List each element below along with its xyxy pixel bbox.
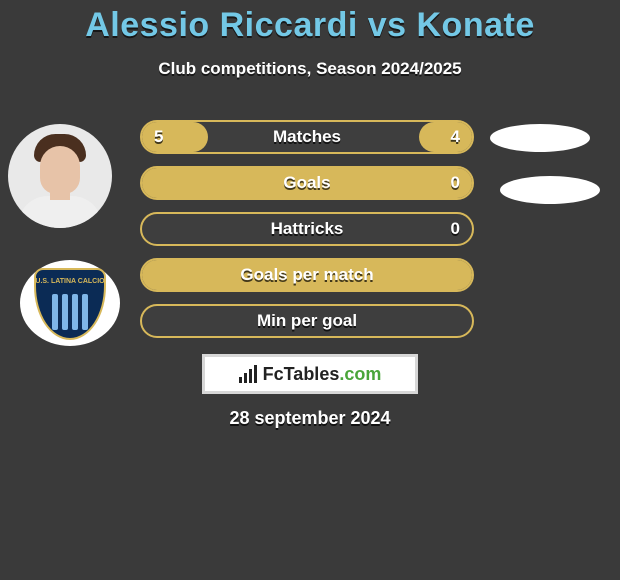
fctables-logo: FcTables.com [202, 354, 418, 394]
stats-rows: 5 Matches 4 Goals 0 Hattricks 0 Goals pe… [140, 120, 474, 350]
page-subtitle: Club competitions, Season 2024/2025 [0, 59, 620, 79]
logo-text-plain: FcTables [263, 364, 340, 384]
stat-label: Goals [283, 173, 330, 193]
stat-row-matches: 5 Matches 4 [140, 120, 474, 154]
stat-label: Goals per match [240, 265, 373, 285]
stat-fill-left [142, 122, 208, 152]
datestamp: 28 september 2024 [0, 408, 620, 429]
stat-right-value: 4 [451, 122, 460, 152]
player1-avatar [8, 124, 112, 228]
stat-right-value: 0 [451, 168, 460, 198]
player2-avatar [490, 124, 590, 152]
stat-left-value: 5 [154, 122, 163, 152]
stat-row-min-per-goal: Min per goal [140, 304, 474, 338]
player2-club-badge [500, 176, 600, 204]
bars-icon [239, 365, 257, 383]
stat-row-goals: Goals 0 [140, 166, 474, 200]
stat-right-value: 0 [451, 214, 460, 244]
stat-label: Min per goal [257, 311, 357, 331]
stat-label: Matches [273, 127, 341, 147]
player1-club-badge: U.S. LATINA CALCIO [20, 260, 120, 346]
club-badge-label: U.S. LATINA CALCIO [20, 278, 120, 285]
page-title: Alessio Riccardi vs Konate [0, 0, 620, 45]
stat-row-goals-per-match: Goals per match [140, 258, 474, 292]
stat-row-hattricks: Hattricks 0 [140, 212, 474, 246]
logo-text-accent: .com [339, 364, 381, 384]
stat-fill-right [419, 122, 472, 152]
stat-label: Hattricks [271, 219, 344, 239]
logo-text: FcTables.com [263, 364, 382, 385]
